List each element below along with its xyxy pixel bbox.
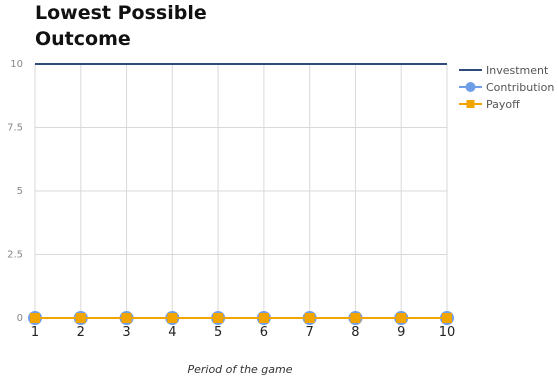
legend-label: Investment xyxy=(486,64,549,77)
legend-item-investment[interactable]: Investment xyxy=(459,64,549,77)
x-tick-label: 3 xyxy=(122,325,130,340)
y-tick-label: 5 xyxy=(17,186,23,197)
y-tick-label: 7.5 xyxy=(7,123,23,134)
x-tick-label: 5 xyxy=(214,325,222,340)
data-point-payoff[interactable] xyxy=(350,313,361,323)
x-axis-label: Period of the game xyxy=(187,363,292,376)
legend-marker-circle xyxy=(465,82,476,92)
y-tick-label: 2.5 xyxy=(7,250,23,261)
series-payoff xyxy=(30,313,452,323)
data-point-payoff[interactable] xyxy=(258,313,269,323)
data-point-payoff[interactable] xyxy=(167,313,178,323)
chart-title-line-2: Outcome xyxy=(35,28,131,50)
data-point-payoff[interactable] xyxy=(213,313,224,323)
data-point-payoff[interactable] xyxy=(75,313,86,323)
data-point-payoff[interactable] xyxy=(442,313,452,323)
y-tick-label: 10 xyxy=(10,59,23,70)
x-tick-label: 8 xyxy=(351,325,359,340)
data-point-payoff[interactable] xyxy=(121,313,132,323)
x-tick-label: 9 xyxy=(397,325,405,340)
legend-item-payoff[interactable]: Payoff xyxy=(459,98,520,111)
legend-item-contribution[interactable]: Contribution xyxy=(459,81,554,94)
data-point-payoff[interactable] xyxy=(304,313,315,323)
x-tick-label: 6 xyxy=(260,325,268,340)
y-axis-ticks: 0 2.5 5 7.5 10 xyxy=(7,59,23,324)
y-tick-label: 0 xyxy=(17,313,23,324)
x-tick-label: 1 xyxy=(31,325,39,340)
series-group xyxy=(28,63,454,325)
x-axis-ticks: 1 2 3 4 5 6 7 8 9 10 xyxy=(31,325,455,340)
chart-title-line-1: Lowest Possible xyxy=(35,2,207,24)
x-tick-label: 4 xyxy=(168,325,176,340)
legend-label: Payoff xyxy=(486,98,520,111)
grid-lines xyxy=(34,63,448,319)
legend: Investment Contribution Payoff xyxy=(459,64,554,111)
x-tick-label: 10 xyxy=(439,325,456,340)
x-tick-label: 2 xyxy=(77,325,85,340)
legend-marker-square xyxy=(466,100,475,108)
legend-label: Contribution xyxy=(486,81,554,94)
data-point-payoff[interactable] xyxy=(30,313,40,323)
x-tick-label: 7 xyxy=(306,325,314,340)
data-point-payoff[interactable] xyxy=(396,313,407,323)
